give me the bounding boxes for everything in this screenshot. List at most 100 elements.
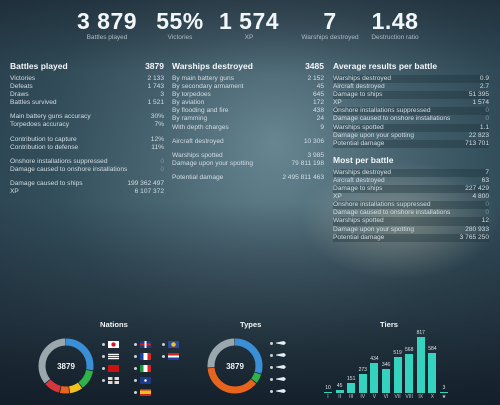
stat-row: Contribution to capture 12%	[10, 135, 164, 143]
tier-bar-value: 3	[442, 385, 446, 391]
stat-row: By ramming 24	[172, 115, 324, 123]
summary-value: 1 574	[218, 8, 280, 34]
legend-bullet	[102, 379, 105, 382]
tier-bar	[416, 337, 425, 393]
stat-row: Warships destroyed 0.9	[333, 75, 489, 84]
stat-row: Main battery guns accuracy 30%	[10, 113, 164, 121]
legend-bullet	[134, 379, 137, 382]
commonwealth-flag-icon	[168, 341, 179, 348]
stat-row: XP 6 107 372	[10, 188, 164, 196]
summary-label: Battles played	[86, 34, 128, 41]
tier-bar-value: 273	[358, 367, 367, 374]
types-title: Types	[240, 320, 262, 329]
tier-bar-value: 584	[428, 345, 437, 352]
stat-row: Victories 2 133	[10, 75, 164, 82]
tier-label: IX	[418, 394, 424, 400]
legend-bullet	[134, 391, 137, 394]
netherlands-flag-icon	[168, 353, 179, 360]
legend-bullet	[102, 343, 105, 346]
submarine-icon	[276, 341, 286, 345]
tier-bar	[393, 357, 402, 393]
summary-bar: 3 879 Battles played 55% Victories 1 574…	[0, 8, 500, 48]
tier-label: VI	[383, 394, 389, 400]
cruiser-icon	[276, 365, 286, 369]
stat-row: Contribution to defense 11%	[10, 143, 164, 151]
tier-label: II	[338, 394, 341, 400]
stat-row: Aircraft destroyed 10 306	[172, 137, 324, 145]
average-list: Warships destroyed 0.9 Aircraft destroyed…	[333, 75, 489, 148]
tier-bar-value: 434	[370, 356, 379, 363]
stat-row: Onshore installations suppressed 0	[333, 107, 489, 116]
warships-title: Warships destroyed	[172, 61, 253, 71]
summary-label: Victories	[167, 34, 193, 41]
germany-flag-icon	[108, 377, 119, 384]
spain-flag-icon	[140, 389, 151, 396]
destroyer-icon	[276, 353, 286, 357]
warships-column: Warships destroyed 3485 By main battery …	[172, 60, 324, 182]
tier-bar	[347, 382, 356, 393]
background-glow	[300, 160, 500, 280]
summary-xp: 1 574 XP	[214, 8, 284, 42]
summary-label: XP	[244, 34, 254, 41]
types-center-value: 3879	[226, 362, 244, 371]
stat-row: Defeats 1 743	[10, 83, 164, 91]
tier-bar-value: 151	[347, 375, 356, 382]
tier-bar	[428, 352, 437, 393]
tier-bar	[324, 392, 332, 393]
tier-label: VII	[394, 394, 401, 400]
summary-warships-destroyed: 7 Warships destroyed	[290, 8, 370, 42]
stat-row: With depth charges 9	[172, 123, 324, 131]
tier-bar	[382, 369, 390, 393]
legend-bullet	[134, 343, 137, 346]
stat-row: Damage caused to onshore installations 0	[10, 165, 164, 173]
stat-row: By secondary armament 45	[172, 83, 324, 91]
stat-row: Damage upon your spotting 79 811 198	[172, 159, 324, 167]
legend-bullet	[162, 355, 165, 358]
donut-segment	[38, 338, 94, 394]
stat-row: XP 4 800	[333, 193, 489, 201]
summary-label: Destruction ratio	[371, 34, 419, 41]
tier-label: VIII	[405, 394, 413, 400]
stat-row: Torpedoes accuracy 7%	[10, 121, 164, 129]
summary-value: 3 879	[76, 8, 138, 34]
tier-label: V	[372, 394, 377, 400]
stat-row: Damage caused to onshore installations 0	[333, 115, 489, 123]
legend-bullet	[270, 378, 273, 381]
tier-bar	[370, 363, 379, 393]
tiers-title: Tiers	[380, 320, 399, 329]
france-flag-icon	[140, 353, 151, 360]
average-title: Average results per battle	[333, 61, 438, 71]
panasia-flag-icon	[140, 377, 151, 384]
stat-row: XP 1 574	[333, 99, 489, 107]
tier-bar	[335, 389, 344, 393]
legend-bullet	[102, 367, 105, 370]
battles-total: 3879	[145, 61, 164, 71]
stat-row: Potential damage 2 495 811 463	[172, 173, 324, 181]
summary-value: 1.48	[371, 8, 419, 34]
legend-bullet	[270, 354, 273, 357]
usa-flag-icon	[108, 353, 119, 360]
stat-row: Damage upon your spotting 280 933	[333, 225, 489, 233]
nations-donut-chart: 3879	[38, 338, 94, 394]
stat-row: Damage caused to ships 199 362 497	[10, 179, 164, 187]
tier-bar-value: 519	[393, 350, 402, 357]
nations-title: Nations	[100, 320, 128, 329]
donut-segment	[207, 338, 263, 394]
tier-label: I	[327, 394, 329, 400]
stat-row: By flooding and fire 438	[172, 107, 324, 115]
stat-row: Aircraft destroyed 63	[333, 176, 489, 184]
summary-value: 55%	[156, 8, 204, 34]
japan-flag-icon	[108, 341, 119, 348]
tier-bar	[405, 354, 414, 393]
stat-row: Warships destroyed 7	[333, 168, 489, 177]
most-title: Most per battle	[333, 154, 394, 165]
stat-row: Warships spotted 1.1	[333, 123, 489, 132]
legend-bullet	[102, 355, 105, 358]
stat-row: Potential damage 713 701	[333, 139, 489, 148]
summary-victories: 55% Victories	[150, 8, 210, 42]
stat-row: Potential damage 3 765 250	[333, 233, 489, 242]
most-list: Warships destroyed 7 Aircraft destroyed 63…	[333, 168, 489, 242]
stat-row: Draws 3	[10, 91, 164, 99]
tier-bar-value: 568	[405, 347, 414, 354]
